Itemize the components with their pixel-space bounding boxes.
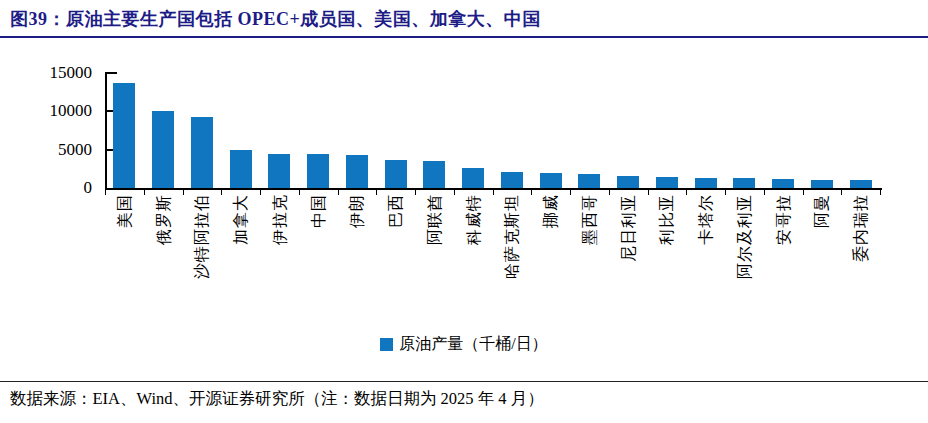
footer-divider — [0, 381, 928, 382]
x-axis-tick — [648, 188, 649, 195]
y-axis-tick-label: 5000 — [22, 140, 92, 160]
x-axis-label: 科威特 — [464, 194, 483, 324]
chart-bar — [385, 160, 407, 188]
y-axis-line — [105, 72, 107, 190]
chart-bar — [346, 155, 368, 188]
chart-bar — [540, 173, 562, 188]
x-axis-label: 安哥拉 — [774, 194, 793, 324]
legend-label: 原油产量（千桶/日） — [399, 334, 547, 355]
x-axis-label: 墨西哥 — [580, 194, 599, 324]
chart-bar — [656, 177, 678, 188]
x-axis-tick — [260, 188, 261, 195]
x-axis-label: 利比亚 — [657, 194, 676, 324]
chart-bar — [152, 111, 174, 188]
x-axis-tick — [299, 188, 300, 195]
chart-bar — [772, 179, 794, 188]
chart-bar — [423, 161, 445, 188]
x-axis-label: 阿尔及利亚 — [735, 194, 754, 324]
bar-chart: 0 5000 10000 15000 美国 俄罗斯沙特阿拉伯 加拿大 伊拉克 中国伊朗巴西 阿联酋… — [0, 0, 928, 423]
x-axis-tick — [415, 188, 416, 195]
chart-bar — [268, 154, 290, 188]
chart-bar — [733, 178, 755, 188]
x-axis-tick — [570, 188, 571, 195]
x-axis-tick — [454, 188, 455, 195]
x-axis-label: 哈萨克斯坦 — [502, 194, 521, 324]
chart-bar — [617, 176, 639, 188]
x-axis-label: 阿联酋 — [425, 194, 444, 324]
chart-bar — [501, 172, 523, 188]
x-axis-tick — [144, 188, 145, 195]
x-axis-label: 伊拉克 — [270, 194, 289, 324]
chart-bar — [462, 168, 484, 188]
x-axis-label: 加拿大 — [231, 194, 250, 324]
chart-bar — [695, 178, 717, 188]
x-axis-tick — [531, 188, 532, 195]
x-axis-label: 俄罗斯 — [154, 194, 173, 324]
x-axis-label: 沙特阿拉伯 — [192, 194, 211, 324]
x-axis-tick — [609, 188, 610, 195]
x-axis-label: 尼日利亚 — [619, 194, 638, 324]
x-axis-tick — [880, 188, 881, 195]
y-axis-tick — [107, 72, 117, 74]
legend-swatch-icon — [380, 338, 393, 351]
chart-bar — [307, 154, 329, 188]
x-axis-tick — [376, 188, 377, 195]
x-axis-label: 巴西 — [386, 194, 405, 324]
x-axis-tick — [221, 188, 222, 195]
chart-bar — [578, 174, 600, 188]
y-axis-tick-label: 10000 — [22, 101, 92, 121]
x-axis-label: 委内瑞拉 — [851, 194, 870, 324]
x-axis-tick — [183, 188, 184, 195]
x-axis-label: 卡塔尔 — [696, 194, 715, 324]
chart-legend: 原油产量（千桶/日） — [0, 334, 928, 355]
x-axis-tick — [686, 188, 687, 195]
data-source-note: 数据来源：EIA、Wind、开源证券研究所（注：数据日期为 2025 年 4 月… — [10, 388, 544, 410]
x-axis-tick — [764, 188, 765, 195]
x-axis-label: 伊朗 — [347, 194, 366, 324]
report-figure: 图39：原油主要生产国包括 OPEC+成员国、美国、加拿大、中国 0500010… — [0, 0, 928, 423]
chart-bar — [850, 180, 872, 188]
chart-bar — [811, 180, 833, 188]
x-axis-tick — [105, 188, 106, 195]
chart-bar — [191, 117, 213, 188]
chart-bar — [113, 83, 135, 188]
x-axis-label: 美国 — [115, 194, 134, 324]
x-axis-label: 中国 — [309, 194, 328, 324]
x-axis-label: 挪威 — [541, 194, 560, 324]
y-axis-tick-label: 15000 — [22, 63, 92, 83]
y-axis-tick-label: 0 — [22, 178, 92, 198]
x-axis-tick — [338, 188, 339, 195]
x-axis-label: 阿曼 — [812, 194, 831, 324]
x-axis-tick — [841, 188, 842, 195]
x-axis-tick — [493, 188, 494, 195]
x-axis-tick — [725, 188, 726, 195]
x-axis-tick — [803, 188, 804, 195]
chart-bar — [230, 150, 252, 188]
